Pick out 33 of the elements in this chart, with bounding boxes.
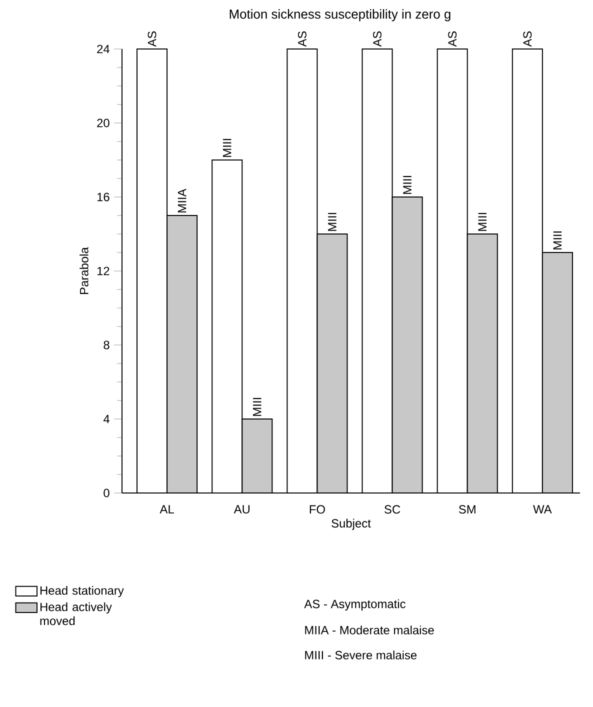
y-tick-label: 4: [103, 414, 110, 424]
legend-label: Head stationary: [40, 586, 124, 598]
x-tick-label: FO: [310, 505, 325, 514]
data-label: AS: [373, 31, 382, 47]
y-tick-label: 16: [97, 192, 110, 202]
data-label: MIII: [328, 212, 336, 231]
text: MIII - Severe malaise: [305, 650, 417, 660]
data-label: AS: [298, 31, 306, 47]
data-label: MIIA: [178, 188, 186, 212]
legend-label: Head actively moved: [40, 602, 112, 626]
x-tick-label: AL: [160, 505, 174, 514]
data-label: AS: [448, 31, 457, 47]
chart-title: Motion sickness susceptibility in zero g: [230, 9, 450, 22]
x-tick-label: SC: [384, 505, 400, 514]
y-tick-label: 12: [97, 266, 110, 276]
y-axis-title: Parabola: [80, 247, 88, 294]
x-axis-title: Subject: [332, 518, 371, 530]
data-label: MIII: [553, 231, 562, 250]
x-tick-label: WA: [533, 505, 552, 514]
y-tick-label: 8: [104, 340, 110, 350]
text: AS - Asymptomatic: [304, 599, 406, 611]
data-label: AS: [148, 31, 156, 47]
data-label: MIII: [478, 212, 486, 231]
y-tick-label: 0: [104, 488, 110, 498]
y-tick-label: 20: [97, 118, 110, 128]
data-label: MIII: [253, 398, 262, 416]
x-tick-label: AU: [234, 505, 250, 514]
x-tick-label: SM: [458, 505, 476, 514]
y-tick-label: 24: [97, 44, 110, 54]
data-label: AS: [523, 31, 532, 47]
data-label: MIII: [403, 176, 412, 194]
data-label: MIII: [223, 138, 232, 157]
text: MIIA - Moderate malaise: [305, 626, 434, 634]
